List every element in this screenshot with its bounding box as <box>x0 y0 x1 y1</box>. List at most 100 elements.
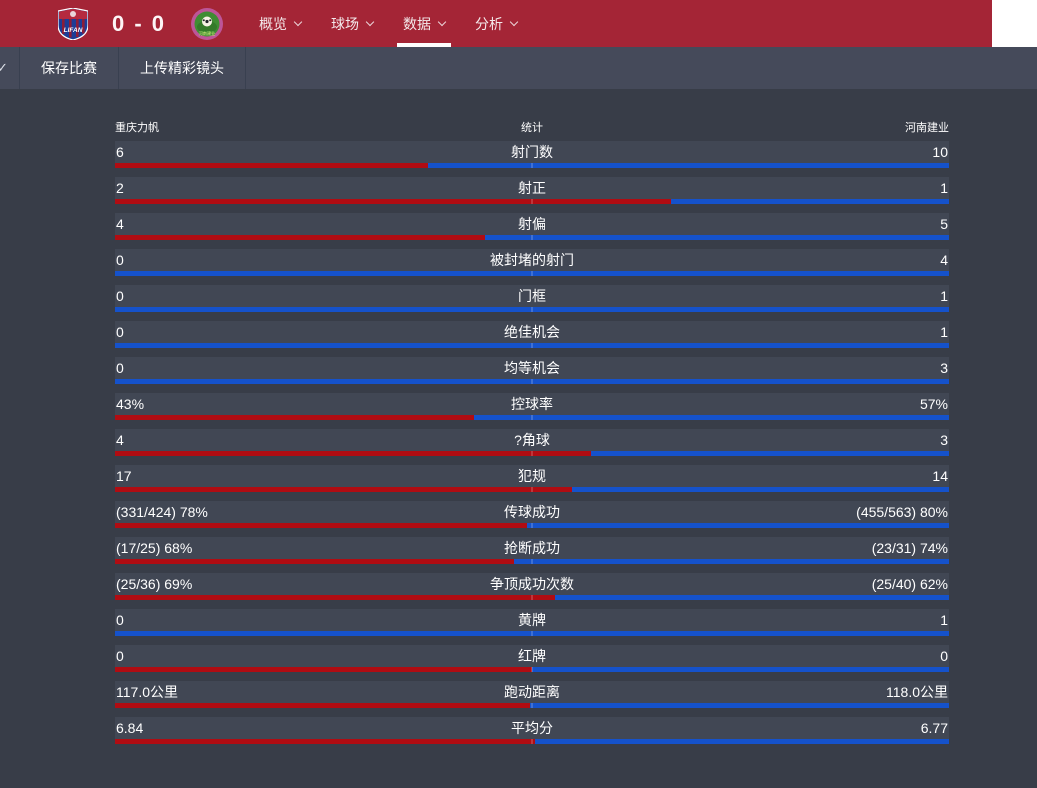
away-bar-segment <box>532 667 949 672</box>
main-nav: 概览 球场 数据 分析 <box>244 0 532 47</box>
away-bar-segment <box>115 631 949 636</box>
away-bar-segment <box>514 559 949 564</box>
home-bar-segment <box>115 523 527 528</box>
stat-row: 43% 控球率 57% <box>115 393 949 429</box>
stat-label: 控球率 <box>511 396 553 412</box>
stat-bar <box>115 307 949 312</box>
chevron-down-icon <box>293 17 303 26</box>
home-stat-value: (331/424) 78% <box>116 504 208 520</box>
save-match-button[interactable]: 保存比赛 <box>20 47 119 89</box>
nav-item-label: 球场 <box>331 15 359 32</box>
nav-item-pitch[interactable]: 球场 <box>316 0 388 47</box>
away-bar-segment <box>115 307 949 312</box>
away-bar-segment <box>115 379 949 384</box>
away-stat-value: 10 <box>932 144 948 160</box>
match-score: 0 - 0 <box>111 10 167 36</box>
away-stat-value: 5 <box>940 216 948 232</box>
away-bar-segment <box>526 523 949 528</box>
corner-panel <box>992 0 1037 47</box>
chevron-down-icon <box>437 17 447 26</box>
stat-label: 抢断成功 <box>504 540 560 556</box>
stat-row: 6.84 平均分 6.77 <box>115 717 949 753</box>
home-stat-value: 4 <box>116 216 124 232</box>
away-stat-value: 1 <box>940 180 948 196</box>
home-bar-segment <box>115 667 532 672</box>
away-bar-segment <box>534 739 949 744</box>
stat-row: (25/36) 69% 争顶成功次数 (25/40) 62% <box>115 573 949 609</box>
home-team-badge: LIFAN <box>58 7 88 40</box>
stat-label: 门框 <box>518 288 546 304</box>
chevron-down-icon <box>365 17 375 26</box>
toolbar-button-group: 保存比赛 上传精彩镜头 <box>19 47 246 89</box>
away-stat-value: 4 <box>940 252 948 268</box>
stat-bar <box>115 235 949 240</box>
away-bar-segment <box>427 163 949 168</box>
home-team-name: 重庆力帆 <box>115 122 159 134</box>
away-bar-segment <box>554 595 949 600</box>
stat-row: 0 黄牌 1 <box>115 609 949 645</box>
stat-label: 平均分 <box>511 720 553 736</box>
stat-label: 红牌 <box>518 648 546 664</box>
home-stat-value: 6.84 <box>116 720 144 736</box>
upload-highlights-button[interactable]: 上传精彩镜头 <box>119 47 246 89</box>
nav-item-analysis[interactable]: 分析 <box>460 0 532 47</box>
nav-item-data[interactable]: 数据 <box>388 0 460 47</box>
away-bar-segment <box>115 271 949 276</box>
home-bar-segment <box>115 199 672 204</box>
home-bar-segment <box>115 703 531 708</box>
top-nav-bar: LIFAN 0 - 0 河南建业 概览 球场 数据 分析 <box>0 0 1037 47</box>
stat-row: 117.0公里 跑动距离 118.0公里 <box>115 681 949 717</box>
away-stat-value: 3 <box>940 360 948 376</box>
home-stat-value: 17 <box>116 468 132 484</box>
away-stat-value: 1 <box>940 324 948 340</box>
stat-label: 绝佳机会 <box>504 324 560 340</box>
home-stat-value: (25/36) 69% <box>116 576 193 592</box>
home-bar-segment <box>115 739 535 744</box>
home-stat-value: 0 <box>116 252 124 268</box>
away-team-name: 河南建业 <box>905 122 949 134</box>
away-stat-value: (455/563) 80% <box>856 504 948 520</box>
stat-row: 0 红牌 0 <box>115 645 949 681</box>
away-stat-value: 1 <box>940 288 948 304</box>
stat-label: ?角球 <box>514 432 550 448</box>
home-stat-value: 0 <box>116 360 124 376</box>
away-stat-value: 57% <box>919 396 948 412</box>
stat-bar <box>115 595 949 600</box>
stat-bar <box>115 487 949 492</box>
check-icon: ✓ <box>0 60 8 75</box>
away-bar-segment <box>591 451 949 456</box>
away-bar-segment <box>671 199 949 204</box>
home-stat-value: 43% <box>116 396 145 412</box>
henan-crest-icon: 河南建业 <box>191 7 223 40</box>
home-bar-segment <box>115 487 573 492</box>
home-stat-value: 0 <box>116 612 124 628</box>
home-bar-segment <box>115 415 474 420</box>
stat-label: 均等机会 <box>504 360 560 376</box>
away-stat-value: 1 <box>940 612 948 628</box>
stat-bar <box>115 451 949 456</box>
nav-item-label: 数据 <box>403 15 431 32</box>
home-stat-value: 0 <box>116 648 124 664</box>
away-team-badge: 河南建业 <box>190 7 224 41</box>
home-stat-value: 117.0公里 <box>116 684 178 700</box>
stat-bar <box>115 523 949 528</box>
home-stat-value: 6 <box>116 144 124 160</box>
stat-bar <box>115 343 949 348</box>
stat-row: (331/424) 78% 传球成功 (455/563) 80% <box>115 501 949 537</box>
stat-bar <box>115 163 949 168</box>
home-stat-value: 0 <box>116 324 124 340</box>
stat-label: 犯规 <box>518 468 546 484</box>
nav-item-label: 分析 <box>475 15 503 32</box>
nav-item-overview[interactable]: 概览 <box>244 0 316 47</box>
away-bar-segment <box>473 415 949 420</box>
stat-label: 争顶成功次数 <box>490 576 574 592</box>
stat-bar <box>115 703 949 708</box>
stats-panel: 重庆力帆 统计 河南建业 6 射门数 10 2 射正 1 <box>0 89 1037 753</box>
stat-bar <box>115 199 949 204</box>
away-stat-value: 0 <box>940 648 948 664</box>
home-stat-value: 0 <box>116 288 124 304</box>
home-stat-value: 4 <box>116 432 124 448</box>
lifan-crest-icon: LIFAN <box>58 7 88 40</box>
stat-label: 射门数 <box>511 144 553 160</box>
stat-bar <box>115 559 949 564</box>
